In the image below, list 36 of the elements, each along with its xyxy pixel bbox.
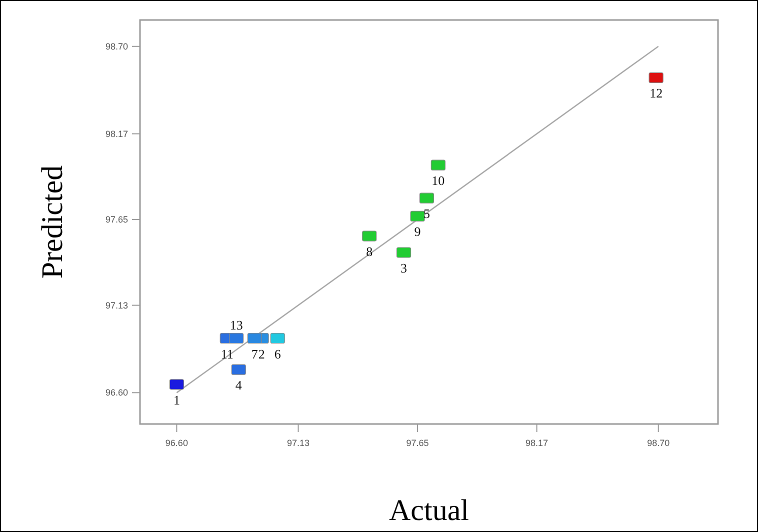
y-tick-label: 97.65 (105, 214, 128, 225)
point (229, 332, 244, 344)
annotation: 4 (235, 378, 242, 393)
x-tick-label: 96.60 (165, 438, 188, 448)
point (169, 379, 184, 390)
annotation: 8 (366, 244, 373, 260)
point (419, 192, 434, 204)
annotation: 10 (432, 173, 445, 188)
annotation: 7 (251, 346, 258, 362)
y-axis-title: Predicted (36, 165, 69, 279)
x-tick-label: 98.17 (526, 438, 548, 448)
annotation: 12 (650, 86, 663, 101)
annotation: 3 (400, 260, 408, 276)
point (430, 160, 446, 170)
point (270, 332, 285, 344)
annotation: 1 (173, 392, 180, 408)
point (396, 247, 412, 258)
y-tick-label: 98.70 (105, 41, 128, 52)
y-tick-label: 98.17 (105, 128, 128, 139)
x-tick-label: 97.65 (406, 438, 429, 448)
annotation: 13 (230, 317, 243, 332)
point (231, 364, 246, 375)
annotation: 9 (414, 224, 421, 240)
x-tick-label: 98.70 (647, 438, 670, 448)
x-tick-label: 97.13 (286, 438, 310, 448)
y-tick-label: 97.13 (105, 300, 128, 310)
point (247, 332, 262, 344)
annotation: 6 (274, 346, 282, 362)
x-axis-title: Actual (389, 494, 469, 527)
annotation: 2 (258, 346, 265, 362)
point (362, 230, 377, 242)
y-tick-label: 96.60 (105, 388, 128, 398)
annotation: 5 (423, 206, 430, 222)
annotation: 11 (220, 346, 234, 362)
point (410, 210, 425, 222)
point (648, 72, 664, 84)
